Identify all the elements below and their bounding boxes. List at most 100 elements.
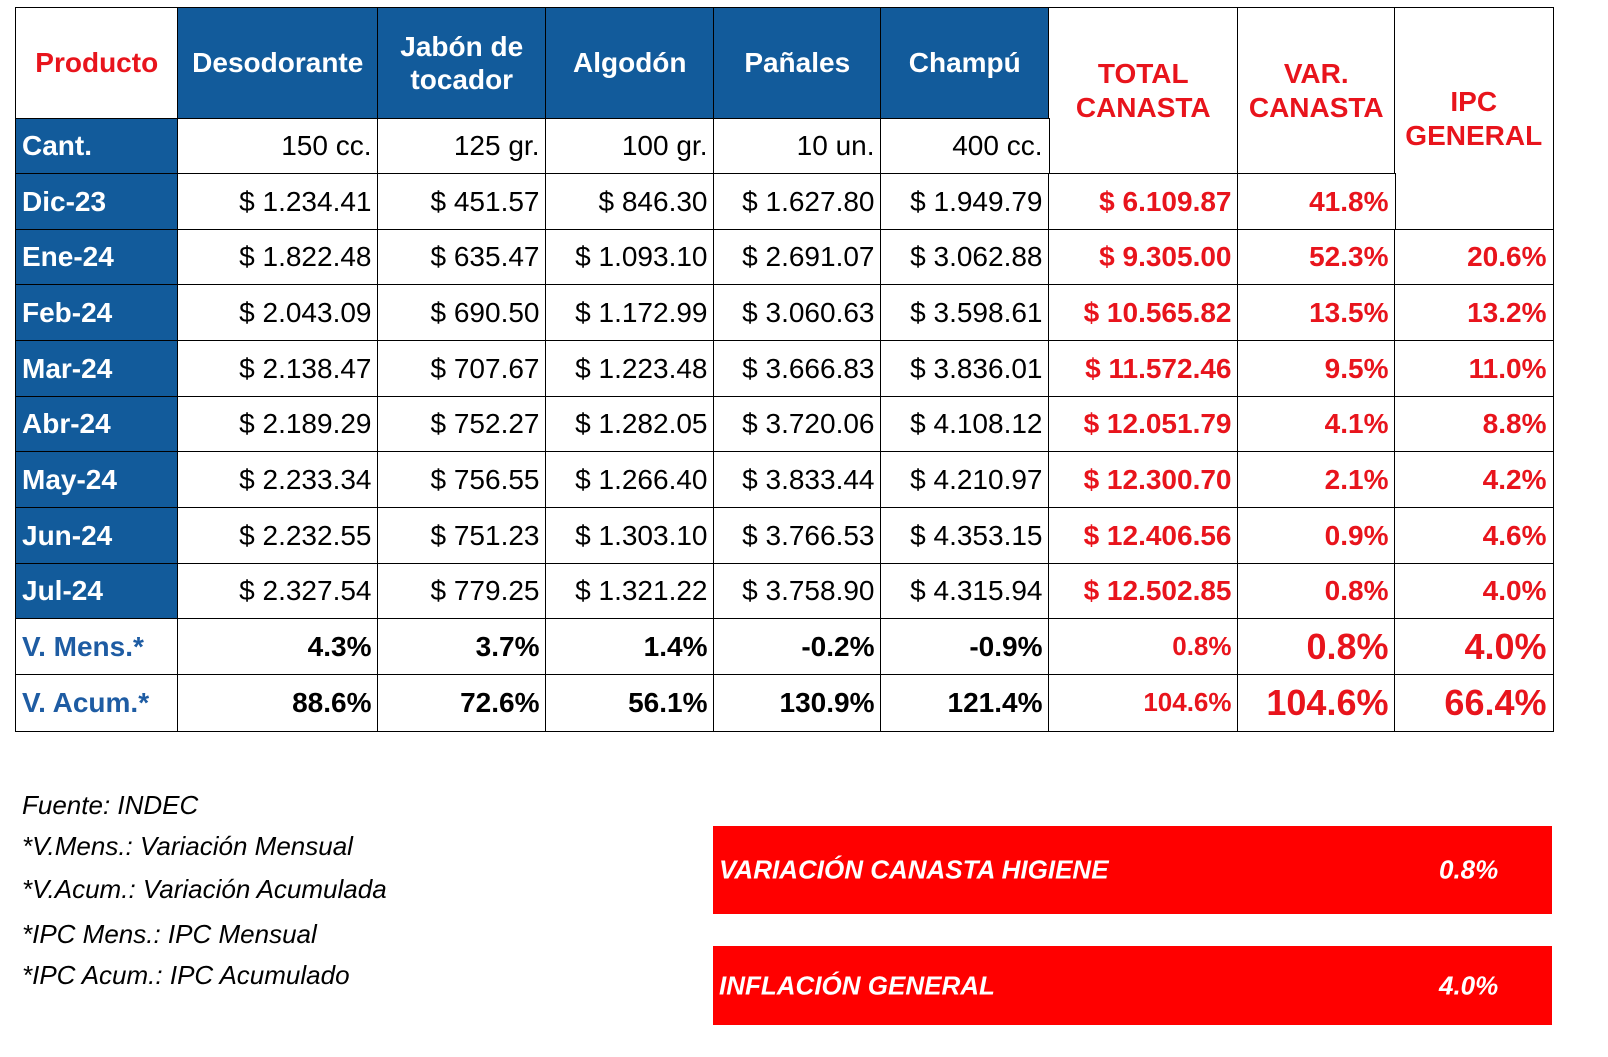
data-cell: $ 756.55 [377, 451, 547, 509]
data-cell: $ 751.23 [377, 507, 547, 565]
data-cell: 11.0% [1394, 340, 1554, 398]
data-cell: $ 3.720.06 [713, 396, 882, 453]
data-cell: 52.3% [1237, 229, 1396, 286]
data-cell: $ 2.043.09 [177, 284, 379, 342]
footnote: *V.Acum.: Variación Acumulada [22, 874, 387, 904]
header-cell: IPC GENERAL [1394, 7, 1554, 231]
data-cell: 2.1% [1237, 451, 1396, 509]
summary-cell: 4.0% [1394, 618, 1554, 676]
data-cell: $ 12.502.85 [1048, 563, 1239, 620]
summary-cell: 130.9% [713, 674, 882, 732]
header-cell: Desodorante [177, 7, 379, 120]
box-label: VARIACIÓN CANASTA HIGIENE [719, 854, 1109, 885]
summary-cell: 1.4% [545, 618, 715, 676]
row-label: Abr-24 [15, 396, 179, 453]
summary-cell: 104.6% [1048, 674, 1239, 732]
data-cell: 20.6% [1394, 229, 1554, 286]
data-cell: 13.2% [1394, 284, 1554, 342]
quantity-cell: 100 gr. [545, 118, 715, 175]
box-value: 0.8% [1439, 854, 1499, 885]
header-cell: Jabón de tocador [377, 7, 547, 120]
data-cell: $ 11.572.46 [1048, 340, 1239, 398]
row-label: Dic-23 [15, 173, 179, 231]
data-cell: $ 2.138.47 [177, 340, 379, 398]
data-cell: $ 3.666.83 [713, 340, 882, 398]
data-cell: $ 12.051.79 [1048, 396, 1239, 453]
row-label: V. Acum.* [15, 674, 179, 732]
data-cell: $ 2.691.07 [713, 229, 882, 286]
summary-cell: 72.6% [377, 674, 547, 732]
summary-cell: 4.3% [177, 618, 379, 676]
footnote: Fuente: INDEC [22, 790, 199, 820]
summary-cell: 3.7% [377, 618, 547, 676]
row-label: Jul-24 [15, 563, 179, 620]
data-cell: $ 707.67 [377, 340, 547, 398]
data-cell: $ 3.833.44 [713, 451, 882, 509]
row-label: Mar-24 [15, 340, 179, 398]
header-cell: Pañales [713, 7, 882, 120]
data-cell: $ 1.093.10 [545, 229, 715, 286]
data-cell: 0.9% [1237, 507, 1396, 565]
box-value: 4.0% [1439, 970, 1499, 1000]
data-cell: $ 635.47 [377, 229, 547, 286]
data-cell: $ 2.327.54 [177, 563, 379, 620]
summary-cell: -0.2% [713, 618, 882, 676]
summary-cell: 56.1% [545, 674, 715, 732]
data-cell: $ 1.223.48 [545, 340, 715, 398]
data-cell: 8.8% [1394, 396, 1554, 453]
data-cell: 0.8% [1237, 563, 1396, 620]
box-label: INFLACIÓN GENERAL [719, 970, 995, 1000]
row-label: Feb-24 [15, 284, 179, 342]
data-cell: $ 6.109.87 [1048, 173, 1239, 231]
data-cell: $ 3.766.53 [713, 507, 882, 565]
data-cell: 9.5% [1237, 340, 1396, 398]
row-label: Ene-24 [15, 229, 179, 286]
data-cell: $ 690.50 [377, 284, 547, 342]
summary-cell: 104.6% [1237, 674, 1396, 732]
data-cell: $ 1.266.40 [545, 451, 715, 509]
highlight-box: INFLACIÓN GENERAL 4.0% [713, 946, 1552, 1025]
summary-cell: 121.4% [880, 674, 1050, 732]
data-cell: $ 846.30 [545, 173, 715, 231]
data-cell: 4.2% [1394, 451, 1554, 509]
data-cell: $ 2.232.55 [177, 507, 379, 565]
summary-cell: 88.6% [177, 674, 379, 732]
data-cell: 4.6% [1394, 507, 1554, 565]
summary-cell: -0.9% [880, 618, 1050, 676]
data-cell: $ 3.060.63 [713, 284, 882, 342]
data-cell: $ 1.949.79 [880, 173, 1050, 231]
footnote: *IPC Acum.: IPC Acumulado [22, 960, 350, 990]
data-cell: $ 4.315.94 [880, 563, 1050, 620]
data-cell: $ 779.25 [377, 563, 547, 620]
data-cell: 13.5% [1237, 284, 1396, 342]
data-cell: $ 1.822.48 [177, 229, 379, 286]
data-cell: $ 1.282.05 [545, 396, 715, 453]
data-cell: 4.0% [1394, 563, 1554, 620]
row-label: May-24 [15, 451, 179, 509]
footnote: *IPC Mens.: IPC Mensual [22, 919, 317, 949]
data-cell: $ 1.303.10 [545, 507, 715, 565]
header-cell: Producto [15, 7, 179, 120]
quantity-cell: 10 un. [713, 118, 882, 175]
data-cell: $ 3.836.01 [880, 340, 1050, 398]
highlight-box: VARIACIÓN CANASTA HIGIENE 0.8% [713, 826, 1552, 914]
data-cell: $ 12.406.56 [1048, 507, 1239, 565]
footnote: *V.Mens.: Variación Mensual [22, 831, 353, 861]
header-cell: VAR. CANASTA [1237, 7, 1396, 175]
data-cell: $ 4.210.97 [880, 451, 1050, 509]
row-label: Cant. [15, 118, 179, 175]
data-cell: $ 12.300.70 [1048, 451, 1239, 509]
summary-cell: 0.8% [1237, 618, 1396, 676]
row-label: Jun-24 [15, 507, 179, 565]
data-cell: $ 4.353.15 [880, 507, 1050, 565]
header-cell: Algodón [545, 7, 715, 120]
data-cell: $ 1.627.80 [713, 173, 882, 231]
data-cell: 41.8% [1237, 173, 1396, 231]
data-cell: $ 4.108.12 [880, 396, 1050, 453]
data-cell: $ 3.062.88 [880, 229, 1050, 286]
summary-cell: 0.8% [1048, 618, 1239, 676]
row-label: V. Mens.* [15, 618, 179, 676]
data-cell: $ 10.565.82 [1048, 284, 1239, 342]
header-cell: Champú [880, 7, 1050, 120]
